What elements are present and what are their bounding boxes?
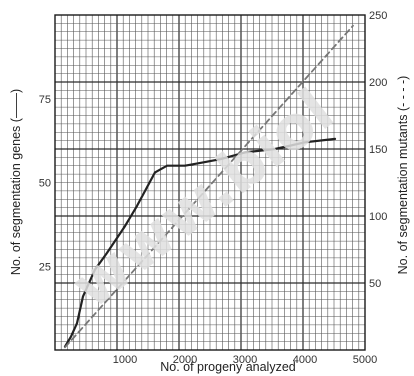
- plot-frame: [54, 14, 366, 351]
- right-y-tick-label: 150: [369, 144, 387, 156]
- x-tick-label: 1000: [113, 354, 137, 366]
- right-y-tick-label: 50: [369, 278, 381, 290]
- right-y-tick-label: 200: [369, 77, 387, 89]
- x-tick-label: 2000: [173, 354, 197, 366]
- left-y-tick-label: 50: [39, 178, 51, 190]
- series-segmentation-mutants-line: [64, 24, 354, 349]
- grid: [55, 15, 365, 350]
- x-tick-label: 5000: [353, 354, 377, 366]
- left-y-tick-label: 75: [39, 94, 51, 106]
- x-tick-label: 4000: [293, 354, 317, 366]
- right-y-tick-label: 100: [369, 211, 387, 223]
- right-y-axis-label: No. of segmentation mutants (- - - -): [396, 76, 410, 275]
- left-y-tick-label: 25: [39, 261, 51, 273]
- x-axis-label: No. of progeny analyzed: [160, 360, 296, 374]
- right-y-tick-label: 250: [369, 10, 387, 22]
- series-segmentation-genes-line: [63, 137, 337, 348]
- series-layer: [63, 24, 354, 349]
- tick-labels: 1000 2000 3000 4000 5000 25 50 75 50 100 150 200 250: [39, 10, 388, 366]
- x-tick-label: 3000: [233, 354, 257, 366]
- left-y-axis-label: No. of segmentation genes (——): [9, 89, 23, 275]
